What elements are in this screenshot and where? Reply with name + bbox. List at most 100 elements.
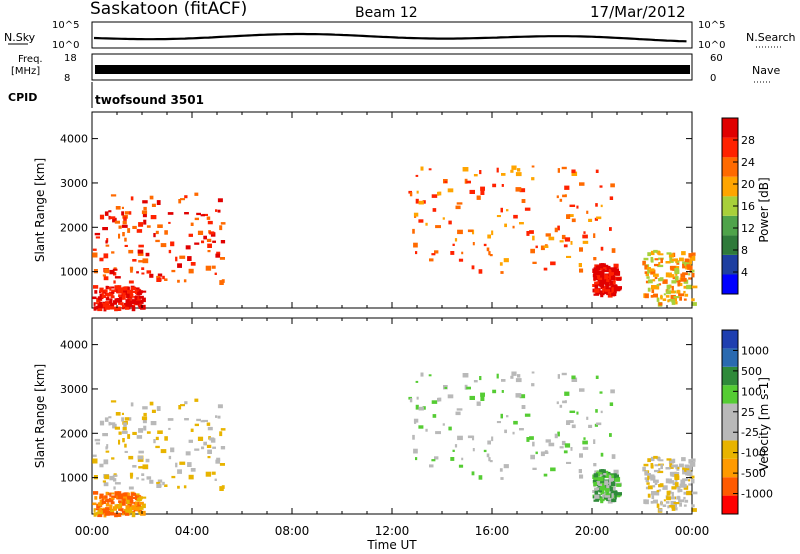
scatter-cell — [207, 243, 212, 248]
scatter-cell — [561, 166, 567, 170]
scatter-cell — [557, 225, 560, 231]
scatter-cell — [607, 291, 614, 295]
scatter-cell — [689, 475, 692, 479]
scatter-cell — [670, 290, 675, 294]
scatter-cell — [184, 418, 189, 421]
scatter-cell — [205, 471, 212, 477]
scatter-cell — [472, 448, 475, 452]
scatter-cell — [673, 472, 680, 476]
scatter-cell — [194, 242, 200, 245]
scatter-cell — [104, 289, 108, 293]
scatter-cell — [643, 463, 649, 467]
scatter-cell — [681, 457, 686, 462]
scatter-cell — [670, 294, 676, 299]
scatter-cell — [113, 486, 116, 490]
scatter-cell — [650, 269, 656, 275]
scatter-cell — [658, 253, 664, 256]
scatter-cell — [149, 401, 154, 406]
scatter-cell — [177, 485, 180, 489]
scatter-cell — [472, 242, 475, 246]
scatter-cell — [616, 483, 622, 487]
scatter-cell — [519, 428, 524, 431]
nsearch-label: N.Search — [746, 31, 796, 44]
scatter-cell — [571, 169, 576, 174]
scatter-cell — [114, 426, 120, 430]
scatter-cell — [141, 473, 145, 476]
scatter-cell — [92, 458, 98, 464]
scatter-cell — [428, 168, 432, 171]
scatter-cell — [654, 464, 659, 467]
scatter-cell — [128, 504, 132, 507]
scatter-cell — [200, 214, 205, 217]
nsky-panel: N.Sky 10^5 10^0 10^5 10^0 N.Search — [4, 20, 796, 51]
scatter-cell — [677, 289, 680, 292]
scatter-cell — [651, 289, 655, 293]
scatter-cell — [600, 263, 606, 269]
scatter-cell — [576, 205, 579, 209]
scatter-cell — [566, 420, 571, 425]
scatter-cell — [462, 373, 469, 378]
scatter-cell — [102, 480, 106, 483]
scatter-cell — [582, 234, 588, 239]
scatter-cell — [689, 465, 693, 471]
scatter-cell — [139, 505, 144, 510]
scatter-cell — [611, 292, 617, 297]
scatter-cell — [616, 286, 622, 290]
scatter-cell — [611, 498, 617, 503]
scatter-cell — [141, 416, 148, 421]
scatter-cell — [105, 244, 110, 247]
scatter-cell — [593, 499, 599, 502]
scatter-cell — [431, 253, 436, 256]
scatter-cell — [220, 222, 226, 225]
scatter-cell — [138, 466, 144, 469]
scatter-cell — [582, 446, 589, 450]
scatter-cell — [562, 400, 567, 404]
scatter-cell — [101, 501, 107, 504]
scatter-cell — [111, 457, 115, 460]
scatter-cell — [604, 495, 610, 498]
scatter-cell — [604, 470, 609, 475]
scatter-cell — [209, 437, 215, 441]
scatter-cell — [109, 269, 115, 275]
scatter-cell — [127, 495, 133, 500]
scatter-cell — [141, 290, 147, 293]
scatter-cell — [141, 267, 145, 270]
colorbar-tick-label: 24 — [741, 156, 755, 169]
scatter-cell — [466, 180, 471, 184]
scatter-cell — [674, 482, 679, 487]
colorbar-segment — [722, 330, 738, 349]
scatter-cell — [652, 293, 658, 298]
scatter-cell — [164, 436, 168, 441]
scatter-cell — [594, 271, 600, 276]
scatter-cell — [644, 271, 647, 274]
scatter-cell — [616, 477, 620, 482]
scatter-cell — [650, 257, 654, 262]
scatter-cell — [194, 398, 199, 402]
scatter-cell — [606, 485, 610, 490]
scatter-cell — [653, 273, 659, 277]
scatter-cell — [129, 472, 134, 477]
scatter-cell — [187, 256, 192, 261]
scatter-cell — [94, 290, 98, 294]
scatter-cell — [656, 251, 661, 254]
scatter-cell — [151, 203, 156, 207]
scatter-cell — [531, 383, 535, 387]
scatter-cell — [645, 280, 650, 284]
scatter-cell — [201, 446, 205, 450]
scatter-cell — [689, 259, 693, 265]
colorbar-segment — [722, 176, 738, 197]
scatter-cell — [141, 297, 146, 303]
scatter-cell — [143, 219, 147, 225]
scatter-cell — [677, 261, 680, 264]
scatter-cell — [215, 415, 218, 418]
scatter-cell — [94, 438, 101, 442]
scatter-cell — [194, 192, 199, 196]
scatter-cell — [207, 426, 213, 431]
scatter-cell — [691, 508, 697, 512]
scatter-cell — [660, 500, 663, 506]
scatter-cell — [479, 170, 482, 175]
power-panel: 1000 2000 3000 4000 Slant Range [km] — [33, 111, 698, 312]
scatter-cell — [93, 512, 98, 516]
scatter-cell — [219, 257, 225, 260]
scatter-cell — [448, 220, 452, 225]
